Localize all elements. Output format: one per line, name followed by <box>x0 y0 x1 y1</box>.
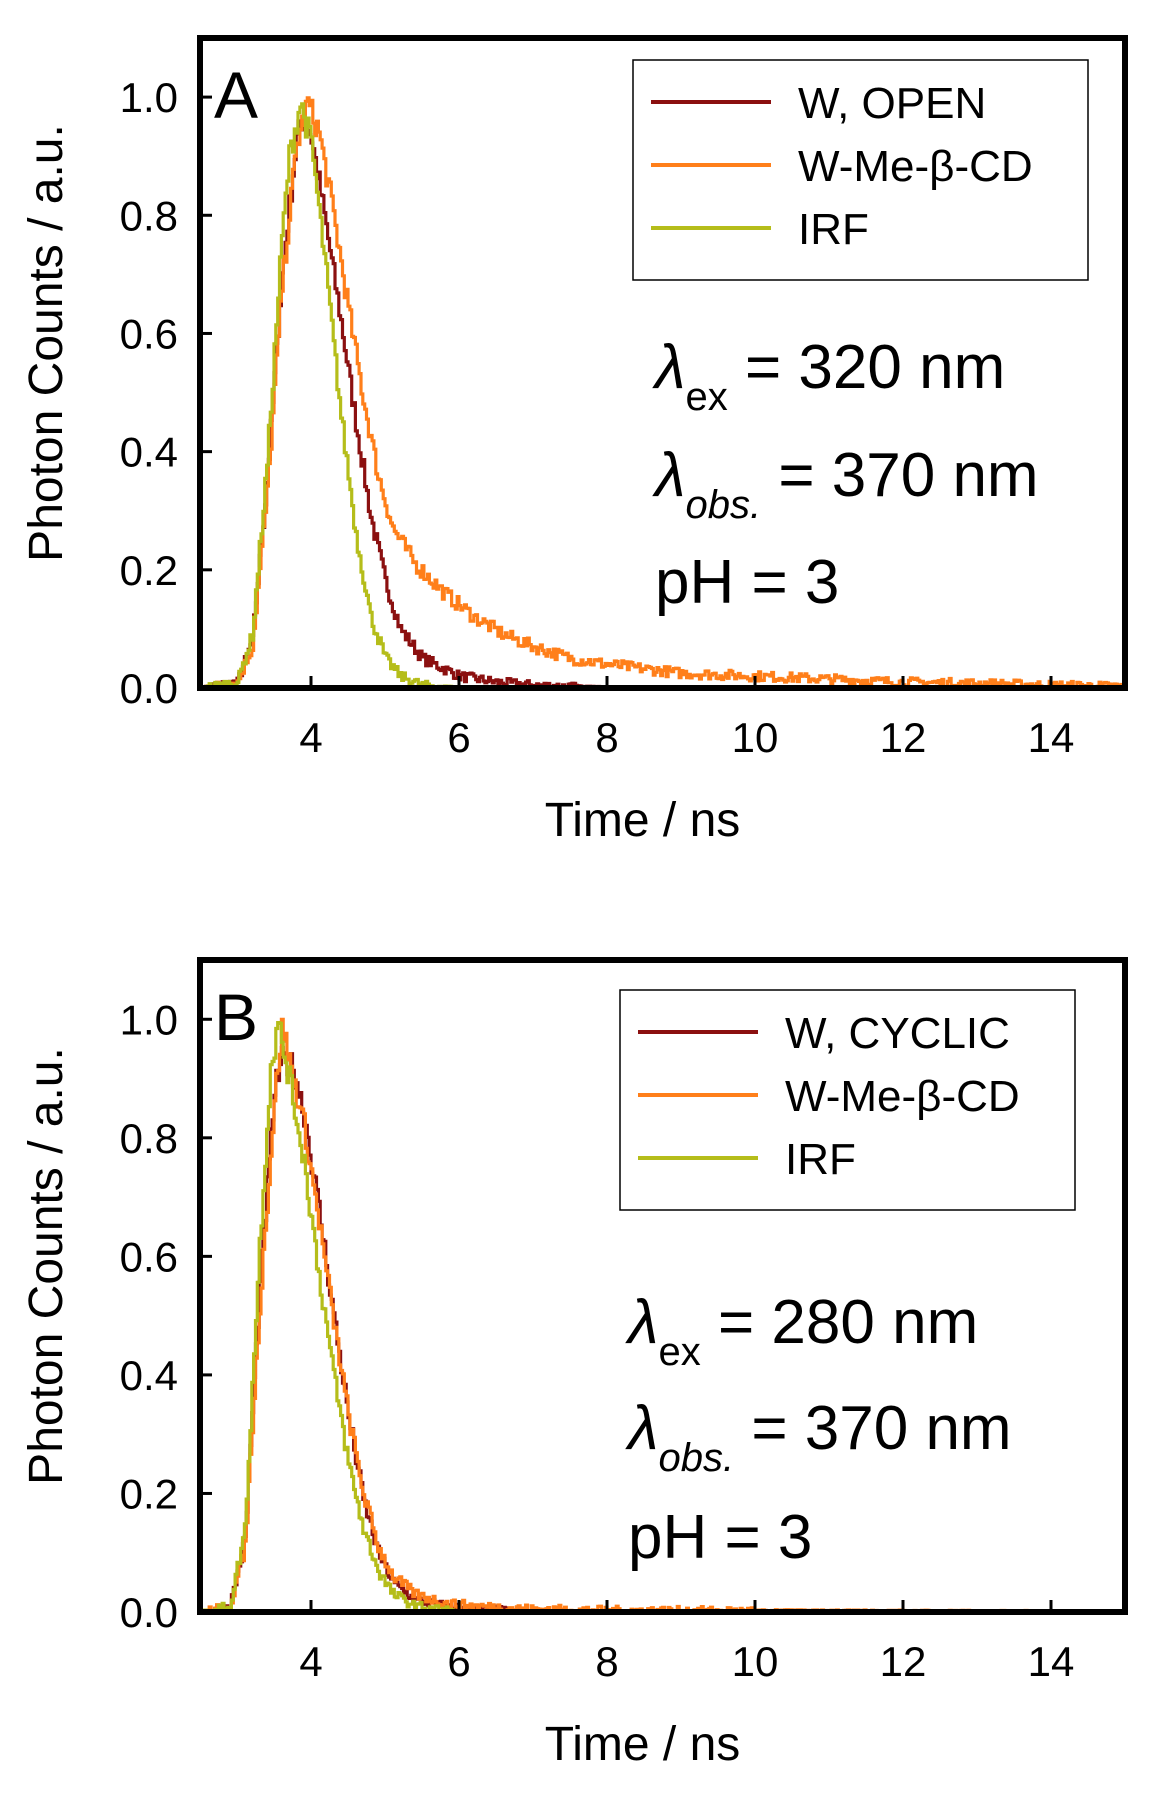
chart-panel-A: 0.0 0.2 0.4 0.6 0.8 1.0 4 6 8 10 12 14 Time / ns Phot… <box>20 35 1128 847</box>
y-tick-label: 0.8 <box>120 1115 178 1162</box>
ph-annotation: pH = 3 <box>628 1503 812 1572</box>
legend-entry: IRF <box>798 205 869 254</box>
lambda-obs-annotation: λobs. = 370 nm <box>625 1394 1012 1480</box>
y-tick-label: 0.4 <box>120 429 178 476</box>
x-tick-label: 14 <box>1028 1638 1075 1685</box>
x-tick-label: 10 <box>732 1638 779 1685</box>
y-tick-label: 1.0 <box>120 996 178 1043</box>
x-axis-title: Time / ns <box>545 794 741 847</box>
x-tick-label: 4 <box>299 1638 322 1685</box>
lambda-ex-annotation: λex = 320 nm <box>652 333 1005 419</box>
legend-B: W, CYCLIC W-Me-β-CD IRF <box>619 989 1076 1211</box>
legend-box <box>619 989 1076 1211</box>
legend-entry: W, OPEN <box>798 79 986 128</box>
x-tick-label: 12 <box>880 714 927 761</box>
y-tick-label: 0.6 <box>120 310 178 357</box>
legend-entry: IRF <box>785 1135 856 1184</box>
legend-A: W, OPEN W-Me-β-CD IRF <box>632 59 1089 281</box>
chart-panel-B: 0.0 0.2 0.4 0.6 0.8 1.0 4 6 8 10 12 14 Time / ns Phot… <box>20 957 1128 1771</box>
y-tick-label: 0.0 <box>120 665 178 712</box>
x-tick-label: 14 <box>1028 714 1075 761</box>
x-tick-label: 6 <box>447 714 470 761</box>
series-line-A-1 <box>200 96 1127 690</box>
legend-entry: W-Me-β-CD <box>785 1072 1020 1121</box>
y-tick-label: 0.0 <box>120 1589 178 1636</box>
y-tick-label: 0.8 <box>120 192 178 239</box>
lambda-ex-annotation: λex = 280 nm <box>625 1288 978 1374</box>
y-tick-label: 0.2 <box>120 547 178 594</box>
legend-entry: W-Me-β-CD <box>798 142 1033 191</box>
legend-entry: W, CYCLIC <box>785 1009 1010 1058</box>
x-tick-label: 6 <box>447 1638 470 1685</box>
x-tick-label: 4 <box>299 714 322 761</box>
plot-frame-B <box>197 957 1128 1615</box>
y-axis-title: Photon Counts / a.u. <box>20 124 73 562</box>
x-tick-label: 10 <box>732 714 779 761</box>
x-axis-title: Time / ns <box>545 1718 741 1771</box>
x-tick-label: 12 <box>880 1638 927 1685</box>
y-axis-title: Photon Counts / a.u. <box>20 1047 73 1485</box>
y-tick-label: 0.2 <box>120 1470 178 1517</box>
ph-annotation: pH = 3 <box>655 548 839 617</box>
plot-frame-A <box>197 35 1128 691</box>
legend-box <box>632 59 1089 281</box>
x-tick-label: 8 <box>595 714 618 761</box>
y-tick-label: 0.4 <box>120 1352 178 1399</box>
panel-letter: B <box>214 980 258 1054</box>
x-tick-label: 8 <box>595 1638 618 1685</box>
panel-letter: A <box>214 58 258 132</box>
y-tick-label: 0.6 <box>120 1233 178 1280</box>
y-tick-label: 1.0 <box>120 74 178 121</box>
lambda-obs-annotation: λobs. = 370 nm <box>652 441 1039 527</box>
